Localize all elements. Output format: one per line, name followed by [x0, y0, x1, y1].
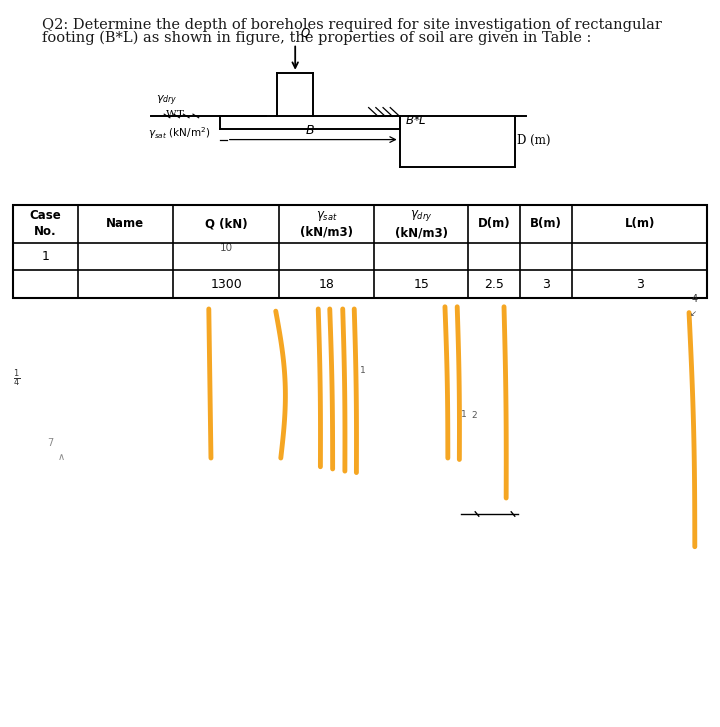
Text: Q: Q	[301, 27, 310, 40]
Text: 18: 18	[319, 278, 335, 291]
Text: L(m): L(m)	[624, 217, 655, 230]
Text: 7: 7	[47, 438, 53, 449]
Text: $\mathit{\gamma}_{dry}$: $\mathit{\gamma}_{dry}$	[156, 93, 178, 108]
Text: ↙: ↙	[690, 309, 697, 318]
Text: $\mathit{B}$*$\mathit{L}$: $\mathit{B}$*$\mathit{L}$	[405, 114, 427, 127]
Text: Q (kN): Q (kN)	[204, 217, 248, 230]
Text: 2.5: 2.5	[484, 278, 504, 291]
Text: 1: 1	[461, 410, 467, 419]
Text: 1: 1	[360, 366, 366, 375]
Text: $\gamma_{dry}$
(kN/m3): $\gamma_{dry}$ (kN/m3)	[395, 209, 448, 239]
Text: B(m): B(m)	[530, 217, 562, 230]
Text: footing (B*L) as shown in figure, the properties of soil are given in Table :: footing (B*L) as shown in figure, the pr…	[42, 31, 591, 45]
Text: $\gamma_{sat}$
(kN/m3): $\gamma_{sat}$ (kN/m3)	[300, 209, 354, 239]
Text: 4: 4	[691, 294, 698, 304]
Text: Q2: Determine the depth of boreholes required for site investigation of rectangu: Q2: Determine the depth of boreholes req…	[42, 18, 662, 32]
Text: $\frac{1}{4}$: $\frac{1}{4}$	[13, 367, 20, 389]
Text: D(m): D(m)	[477, 217, 510, 230]
Text: 1300: 1300	[210, 278, 242, 291]
Text: 3: 3	[636, 278, 644, 291]
Text: $\mathit{B}$: $\mathit{B}$	[305, 124, 315, 137]
Text: W.T: W.T	[166, 110, 184, 119]
Text: Case
No.: Case No.	[30, 209, 61, 238]
Text: 3: 3	[542, 278, 550, 291]
Text: 1: 1	[42, 250, 49, 263]
Text: 2: 2	[472, 411, 477, 420]
Text: Name: Name	[107, 217, 144, 230]
Text: $\mathit{\gamma}_{sat}$ (kN/m$^2$): $\mathit{\gamma}_{sat}$ (kN/m$^2$)	[148, 125, 210, 141]
Text: 15: 15	[413, 278, 429, 291]
Text: 10: 10	[220, 243, 233, 253]
Text: D (m): D (m)	[517, 134, 551, 147]
Text: ∧: ∧	[58, 451, 65, 462]
Bar	[13, 205, 707, 298]
